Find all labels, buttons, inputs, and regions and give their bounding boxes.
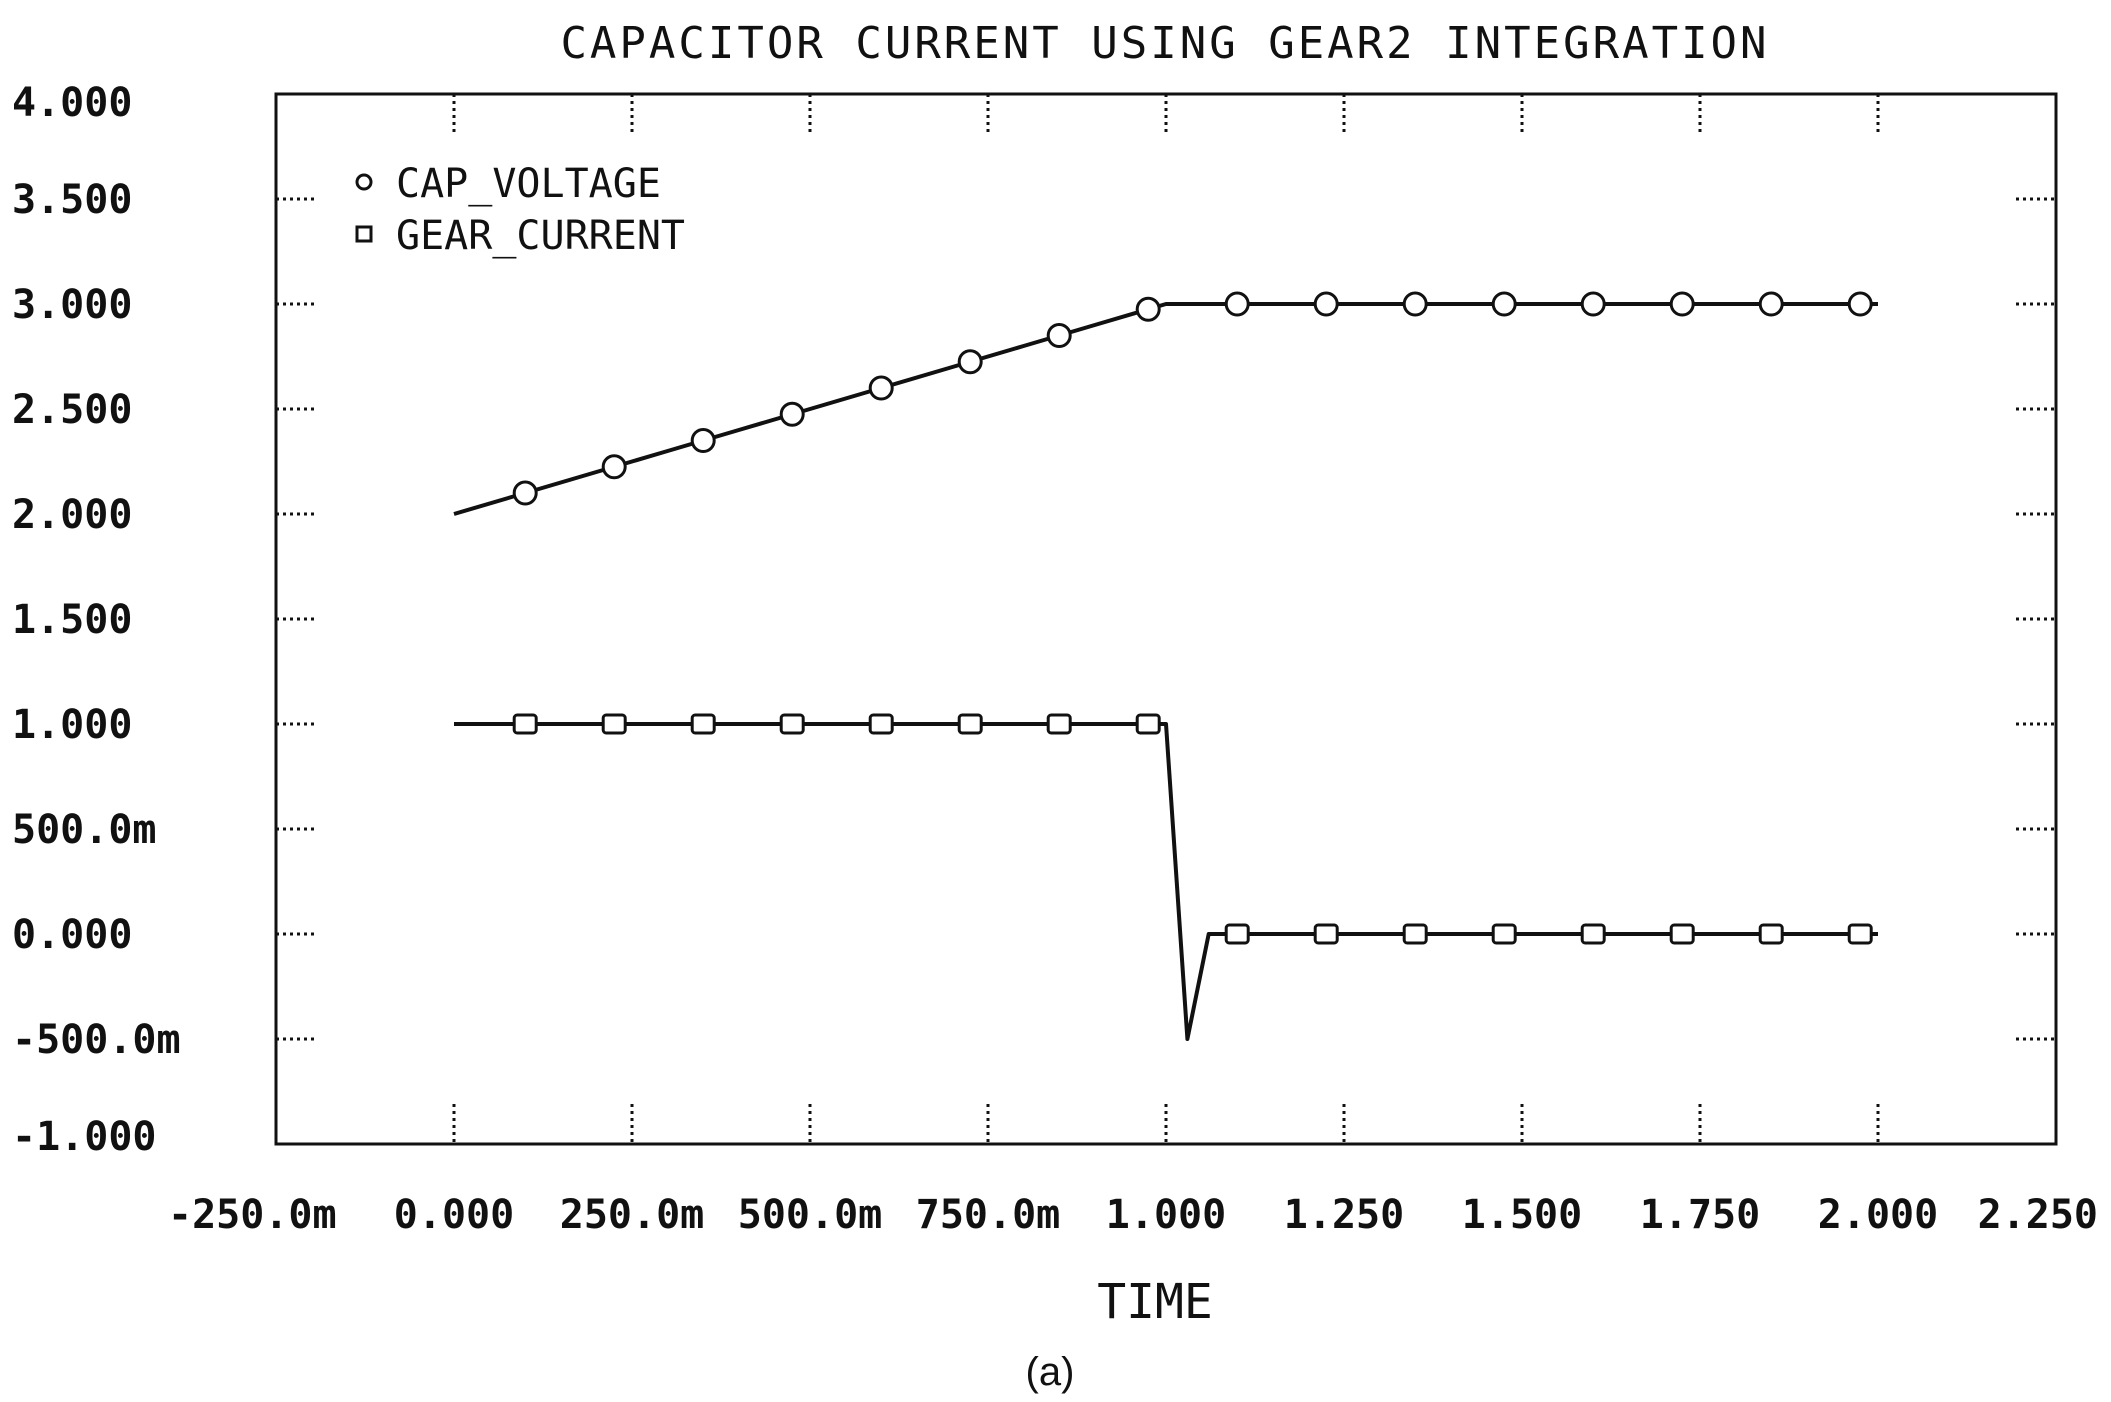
data-point-circle [957,349,983,375]
data-point-circle [1580,291,1606,317]
series-line [454,722,1878,1041]
legend-marker-circle [355,173,373,191]
data-point-circle [1224,291,1250,317]
data-point-circle [1491,291,1517,317]
series-line [453,302,1878,516]
data-point-square [1491,923,1517,945]
y-tick-label: 4.000 [12,80,132,126]
data-point-circle [868,375,894,401]
x-tick-label: 0.000 [394,1192,514,1238]
data-point-square [957,713,983,735]
figure-caption: (a) [1026,1350,1075,1394]
x-tick-label: 2.250 [1978,1192,2098,1238]
x-axis-label: TIME [1097,1274,1213,1330]
data-point-circle [1313,291,1339,317]
data-point-square [1758,923,1784,945]
x-tick-label: 1.750 [1640,1192,1760,1238]
data-point-circle [779,401,805,427]
plot-area [453,291,1878,1041]
y-tick-label: 3.500 [12,177,132,223]
x-tick-label: 2.000 [1818,1192,1938,1238]
data-point-square [1580,923,1606,945]
data-point-circle [1046,323,1072,348]
data-point-square [1046,713,1072,735]
data-point-square [1135,713,1161,735]
data-point-square [690,713,716,735]
data-point-circle [512,480,538,506]
y-tick-label: 2.000 [12,492,132,538]
legend: CAP_VOLTAGE GEAR_CURRENT [355,161,685,259]
y-tick-label: -500.0m [12,1017,181,1063]
data-point-circle [601,454,627,480]
data-point-square [512,713,538,735]
x-tick-label: 750.0m [916,1192,1061,1238]
data-point-circle [690,428,716,453]
data-point-square [779,713,805,735]
legend-label: CAP_VOLTAGE [396,161,661,207]
y-tick-label: 1.500 [12,597,132,643]
data-point-square [1669,923,1695,945]
data-point-circle [1135,296,1161,322]
x-tick-label: 1.250 [1284,1192,1404,1238]
x-tick-label: 250.0m [560,1192,705,1238]
data-point-square [1313,923,1339,945]
y-tick-label: 1.000 [12,702,132,748]
data-point-square [1402,923,1428,945]
x-axis: -250.0m 0.000 250.0m 500.0m 750.0m 1.000 1.250… [168,94,2098,1238]
data-point-circle [1847,291,1873,317]
y-tick-label: 2.500 [12,387,132,433]
x-tick-label: 1.000 [1106,1192,1226,1238]
data-point-square [601,713,627,735]
y-tick-label: 0.000 [12,912,132,958]
chart-title: CAPACITOR CURRENT USING GEAR2 INTEGRATIO… [560,18,1769,69]
data-point-circle [1758,291,1784,317]
legend-marker-square [355,225,373,243]
y-tick-label: 3.000 [12,282,132,328]
y-tick-label: -1.000 [12,1114,157,1160]
x-tick-label: 500.0m [738,1192,883,1238]
data-point-square [1847,923,1873,945]
x-tick-label: 1.500 [1462,1192,1582,1238]
x-tick-label: -250.0m [168,1192,337,1238]
legend-label: GEAR_CURRENT [396,213,685,259]
data-point-circle [1402,291,1428,317]
y-axis: 4.000 3.500 3.000 2.500 2.000 1.500 1.000 500.0… [12,80,2056,1160]
data-point-circle [1669,291,1695,317]
y-tick-label: 500.0m [12,807,157,853]
data-point-square [868,713,894,735]
data-point-square [1224,923,1250,945]
